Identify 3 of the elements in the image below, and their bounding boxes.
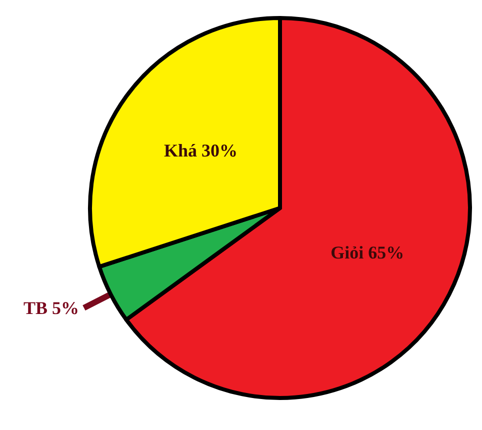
slice-label: TB 5% [23,298,79,318]
slice-label: Giỏi 65% [330,242,404,262]
slice-label: Khá 30% [164,140,238,160]
